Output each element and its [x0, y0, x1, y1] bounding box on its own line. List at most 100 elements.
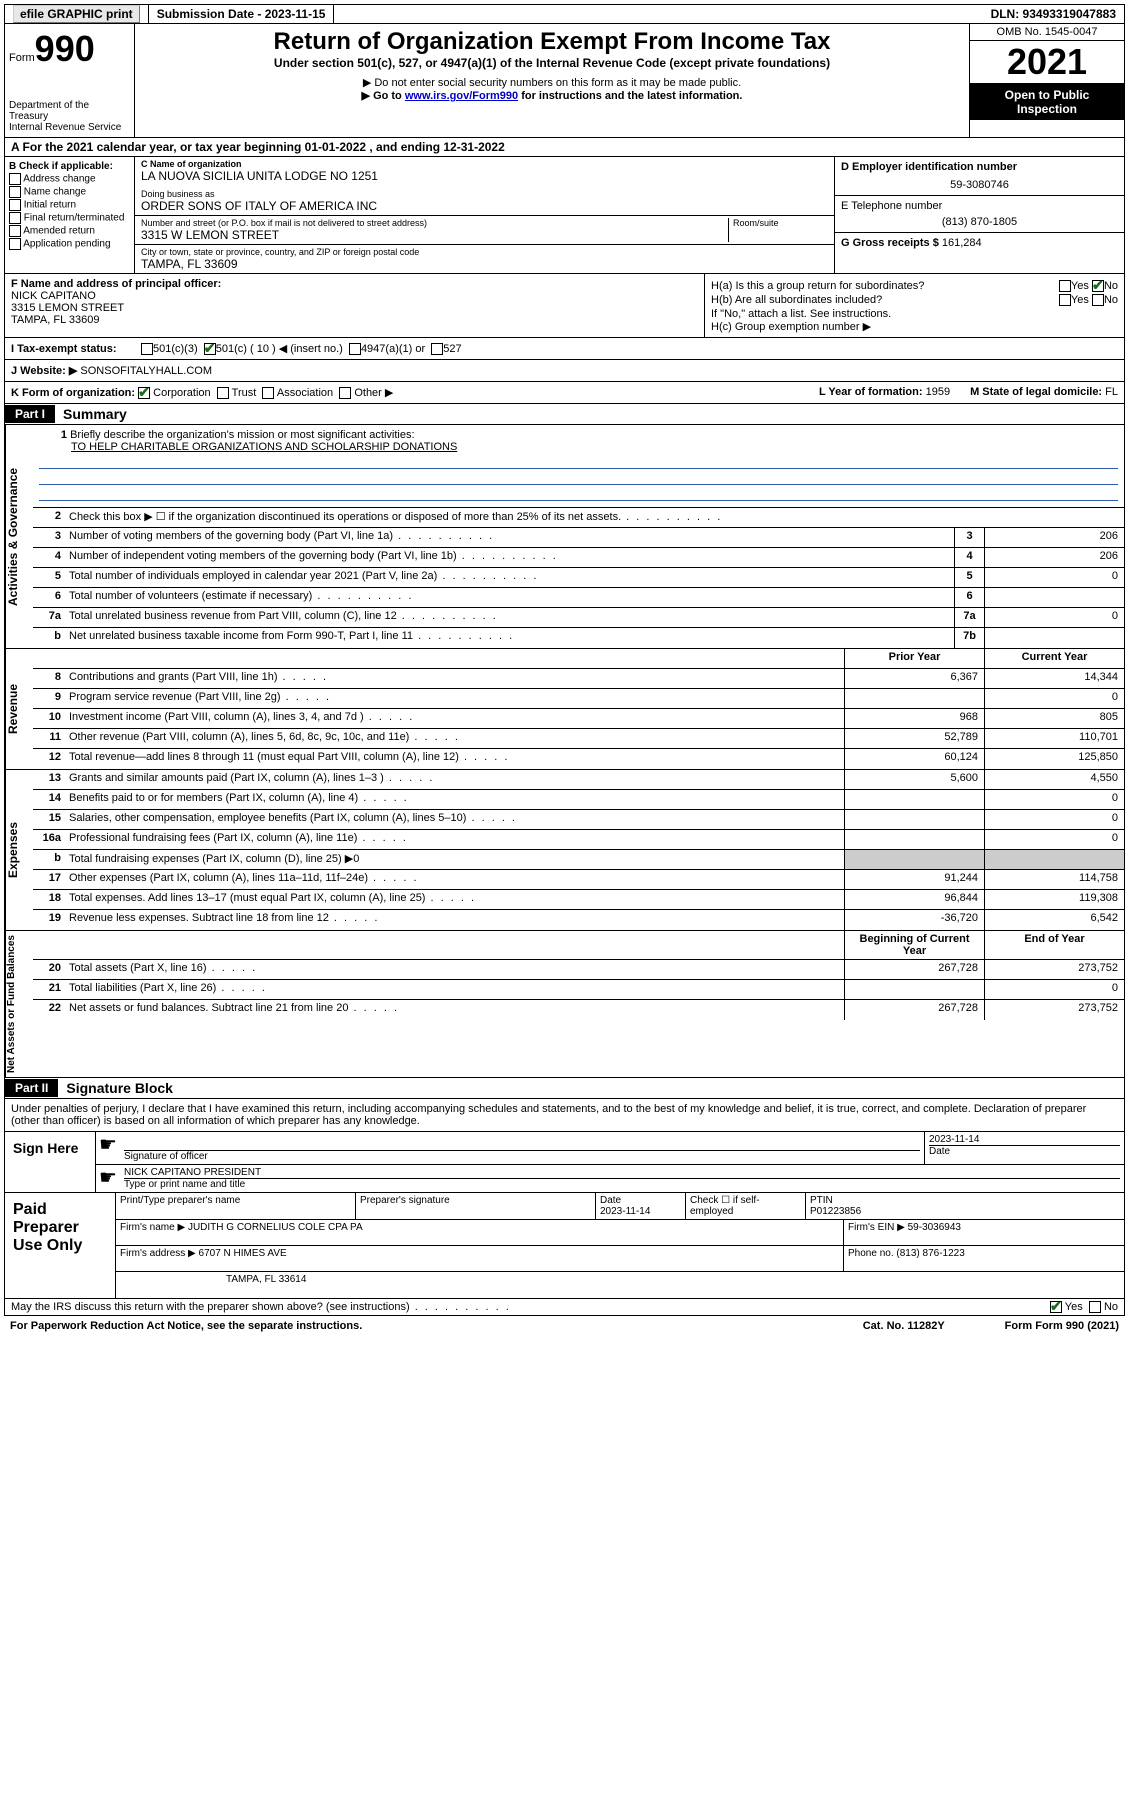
sig-date-value: 2023-11-14	[929, 1134, 1120, 1145]
year-formation-label: L Year of formation:	[819, 386, 926, 398]
form-num: 990	[35, 28, 95, 69]
paperwork-notice: For Paperwork Reduction Act Notice, see …	[10, 1320, 362, 1332]
opt-527: 527	[443, 343, 461, 355]
summary-line: bTotal fundraising expenses (Part IX, co…	[33, 850, 1124, 870]
phone-label: E Telephone number	[841, 200, 1118, 212]
principal-officer-label: F Name and address of principal officer:	[11, 278, 698, 290]
org-name-label: C Name of organization	[141, 159, 828, 169]
chk-amended[interactable]: Amended return	[9, 225, 130, 237]
hb-yes[interactable]	[1059, 294, 1071, 306]
part2-header: Part II Signature Block	[4, 1078, 1125, 1099]
hb-row: H(b) Are all subordinates included? Yes …	[711, 294, 1118, 306]
dept-irs: Internal Revenue Service	[9, 122, 130, 133]
form-subtitle: Under section 501(c), 527, or 4947(a)(1)…	[143, 56, 961, 70]
revenue-section: Revenue Prior Year Current Year 8Contrib…	[4, 649, 1125, 770]
col-right-deg: D Employer identification number 59-3080…	[834, 157, 1124, 273]
mission-line	[39, 471, 1118, 485]
ha-yes[interactable]	[1059, 280, 1071, 292]
summary-line: 5Total number of individuals employed in…	[33, 568, 1124, 588]
chk-501c3[interactable]	[141, 343, 153, 355]
summary-line: 8Contributions and grants (Part VIII, li…	[33, 669, 1124, 689]
prep-label: Paid Preparer Use Only	[5, 1193, 115, 1298]
notice-ssn: ▶ Do not enter social security numbers o…	[143, 76, 961, 89]
website-label: J Website: ▶	[11, 364, 77, 377]
domicile: FL	[1105, 386, 1118, 398]
submission-date: Submission Date - 2023-11-15	[149, 5, 335, 23]
summary-line: 17Other expenses (Part IX, column (A), l…	[33, 870, 1124, 890]
row-a-tax-year: A For the 2021 calendar year, or tax yea…	[4, 138, 1125, 157]
summary-line: 18Total expenses. Add lines 13–17 (must …	[33, 890, 1124, 910]
opt-trust: Trust	[232, 387, 257, 399]
yes-label: Yes	[1065, 1301, 1083, 1313]
chk-label: Name change	[24, 187, 86, 198]
governance-section: Activities & Governance 1 Briefly descri…	[4, 425, 1125, 649]
chk-other[interactable]	[339, 387, 351, 399]
firm-city: TAMPA, FL 33614	[116, 1272, 1124, 1298]
chk-4947[interactable]	[349, 343, 361, 355]
chk-label: Final return/terminated	[24, 213, 125, 224]
vtab-governance: Activities & Governance	[5, 425, 33, 648]
prep-date-label: Date	[600, 1195, 621, 1206]
summary-line: 11Other revenue (Part VIII, column (A), …	[33, 729, 1124, 749]
part2-title: Signature Block	[58, 1078, 181, 1098]
hdr-current: Current Year	[984, 649, 1124, 668]
arrow-icon: ☛	[96, 1132, 120, 1164]
summary-line: 10Investment income (Part VIII, column (…	[33, 709, 1124, 729]
form-title: Return of Organization Exempt From Incom…	[143, 28, 961, 56]
arrow-icon: ☛	[96, 1165, 120, 1192]
opt-501c: 501(c) ( 10 ) ◀ (insert no.)	[216, 342, 343, 355]
officer-addr2: TAMPA, FL 33609	[11, 314, 698, 326]
chk-final-return[interactable]: Final return/terminated	[9, 212, 130, 224]
officer-addr1: 3315 LEMON STREET	[11, 302, 698, 314]
chk-initial-return[interactable]: Initial return	[9, 199, 130, 211]
chk-501c[interactable]	[204, 343, 216, 355]
line-k-form-org: K Form of organization: Corporation Trus…	[4, 382, 1125, 404]
efile-btn[interactable]: efile GRAPHIC print	[5, 5, 149, 23]
notice2-post: for instructions and the latest informat…	[518, 90, 742, 102]
chk-trust[interactable]	[217, 387, 229, 399]
chk-corp[interactable]	[138, 387, 150, 399]
tax-year: 2021	[970, 41, 1124, 84]
mission-text: TO HELP CHARITABLE ORGANIZATIONS AND SCH…	[71, 441, 457, 453]
mission-label: Briefly describe the organization's miss…	[70, 429, 414, 441]
summary-line: 4Number of independent voting members of…	[33, 548, 1124, 568]
section-bcd: B Check if applicable: Address change Na…	[4, 157, 1125, 274]
discuss-yes[interactable]	[1050, 1301, 1062, 1313]
col-b-header: B Check if applicable:	[9, 161, 130, 172]
discuss-no[interactable]	[1089, 1301, 1101, 1313]
form-prefix: Form	[9, 52, 35, 64]
summary-line: 22Net assets or fund balances. Subtract …	[33, 1000, 1124, 1020]
hb-no[interactable]	[1092, 294, 1104, 306]
chk-527[interactable]	[431, 343, 443, 355]
ha-no[interactable]	[1092, 280, 1104, 292]
part1-title: Summary	[55, 404, 135, 424]
org-name: LA NUOVA SICILIA UNITA LODGE NO 1251	[141, 169, 828, 183]
addr-value: 3315 W LEMON STREET	[141, 228, 728, 242]
no-label: No	[1104, 280, 1118, 292]
chk-assoc[interactable]	[262, 387, 274, 399]
prep-sig-label: Preparer's signature	[356, 1193, 596, 1219]
form-number: Form990	[9, 28, 130, 70]
sig-officer-label: Signature of officer	[124, 1150, 920, 1162]
ein-value: 59-3080746	[841, 179, 1118, 191]
summary-line: 6Total number of volunteers (estimate if…	[33, 588, 1124, 608]
yes-label: Yes	[1071, 294, 1089, 306]
col-header-row: Prior Year Current Year	[33, 649, 1124, 669]
website-value: SONSOFITALYHALL.COM	[80, 365, 212, 377]
chk-address-change[interactable]: Address change	[9, 173, 130, 185]
summary-line: bNet unrelated business taxable income f…	[33, 628, 1124, 648]
sig-date-label: Date	[929, 1145, 1120, 1157]
ha-row: H(a) Is this a group return for subordin…	[711, 280, 1118, 292]
irs-link[interactable]: www.irs.gov/Form990	[405, 90, 518, 102]
col-header-row: Beginning of Current Year End of Year	[33, 931, 1124, 960]
part1-bar: Part I	[5, 405, 55, 423]
chk-app-pending[interactable]: Application pending	[9, 238, 130, 250]
chk-label: Initial return	[24, 200, 76, 211]
netassets-section: Net Assets or Fund Balances Beginning of…	[4, 931, 1125, 1078]
firm-name: JUDITH G CORNELIUS COLE CPA PA	[188, 1222, 363, 1233]
addr-label: Number and street (or P.O. box if mail i…	[141, 218, 728, 228]
summary-line: 21Total liabilities (Part X, line 26)0	[33, 980, 1124, 1000]
chk-name-change[interactable]: Name change	[9, 186, 130, 198]
sign-here-block: Sign Here ☛ Signature of officer 2023-11…	[4, 1132, 1125, 1193]
hdr-prior: Prior Year	[844, 649, 984, 668]
